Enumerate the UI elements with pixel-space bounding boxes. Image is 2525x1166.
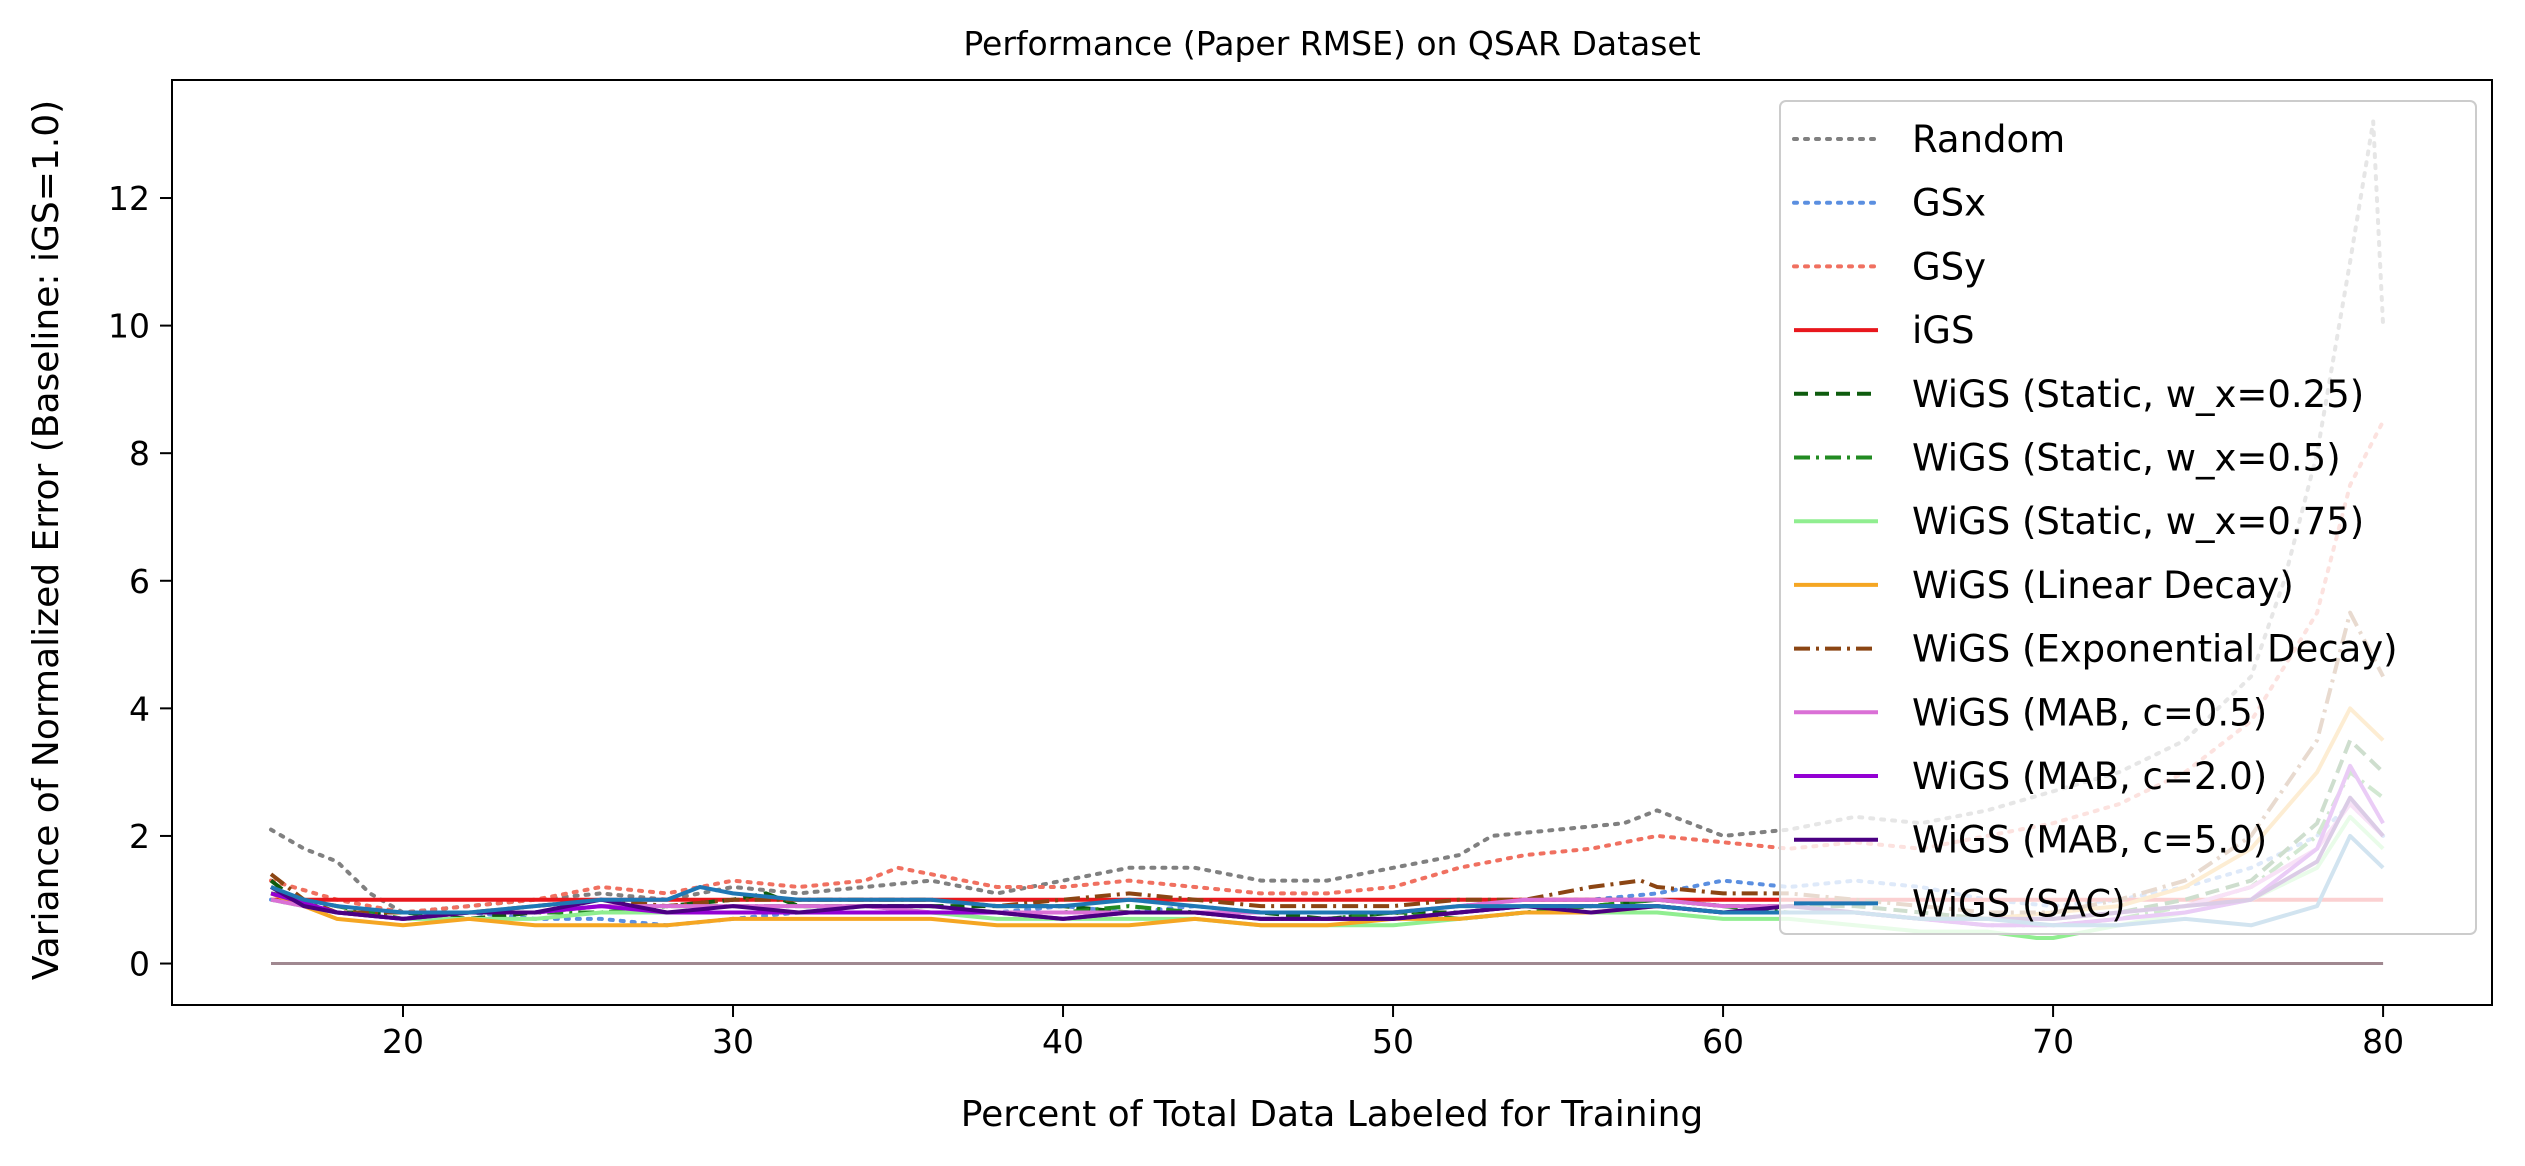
legend-label: Random bbox=[1912, 118, 2065, 161]
x-tick-label: 40 bbox=[1042, 1022, 1084, 1061]
y-tick-label: 10 bbox=[108, 307, 150, 346]
legend-label: iGS bbox=[1912, 309, 1974, 352]
legend-label: WiGS (Linear Decay) bbox=[1912, 564, 2294, 607]
chart-title: Performance (Paper RMSE) on QSAR Dataset bbox=[963, 24, 1700, 63]
axes-layer: 20 30 40 50 60 70 80 0 2 4 6 8 10 12 bbox=[108, 79, 2493, 1061]
x-tick-label: 80 bbox=[2362, 1022, 2404, 1061]
x-tick-label: 50 bbox=[1372, 1022, 1414, 1061]
legend-label: WiGS (Exponential Decay) bbox=[1912, 628, 2398, 671]
legend-label: WiGS (Static, w_x=0.75) bbox=[1912, 500, 2364, 543]
legend-label: WiGS (SAC) bbox=[1912, 882, 2126, 925]
x-tick-label: 20 bbox=[382, 1022, 424, 1061]
legend-label: GSx bbox=[1912, 182, 1986, 225]
legend-label: WiGS (Static, w_x=0.5) bbox=[1912, 437, 2341, 480]
legend: Random GSx GSy iGS WiGS (Static, w_x=0.25) Wi… bbox=[1779, 100, 2477, 935]
series-line-0 bbox=[269, 119, 2386, 915]
y-tick-label: 6 bbox=[129, 562, 150, 601]
legend-label: GSy bbox=[1912, 245, 1986, 288]
plot-frame bbox=[171, 79, 2493, 1006]
x-tick-label: 70 bbox=[2032, 1022, 2074, 1061]
x-axis-label: Percent of Total Data Labeled for Traini… bbox=[961, 1094, 1704, 1135]
y-tick-label: 0 bbox=[129, 945, 150, 984]
legend-label: WiGS (MAB, c=5.0) bbox=[1912, 819, 2267, 862]
x-tick-label: 30 bbox=[712, 1022, 754, 1061]
y-tick-label: 12 bbox=[108, 179, 150, 218]
y-tick-label: 4 bbox=[129, 689, 150, 728]
legend-box bbox=[1779, 100, 2477, 935]
legend-label: WiGS (MAB, c=0.5) bbox=[1912, 691, 2267, 734]
y-axis-label: Variance of Normalized Error (Baseline: … bbox=[26, 100, 67, 980]
legend-label: WiGS (MAB, c=2.0) bbox=[1912, 755, 2267, 798]
legend-label: WiGS (Static, w_x=0.25) bbox=[1912, 373, 2364, 416]
y-tick-label: 8 bbox=[129, 434, 150, 473]
x-tick-label: 60 bbox=[1702, 1022, 1744, 1061]
y-tick-label: 2 bbox=[129, 817, 150, 856]
